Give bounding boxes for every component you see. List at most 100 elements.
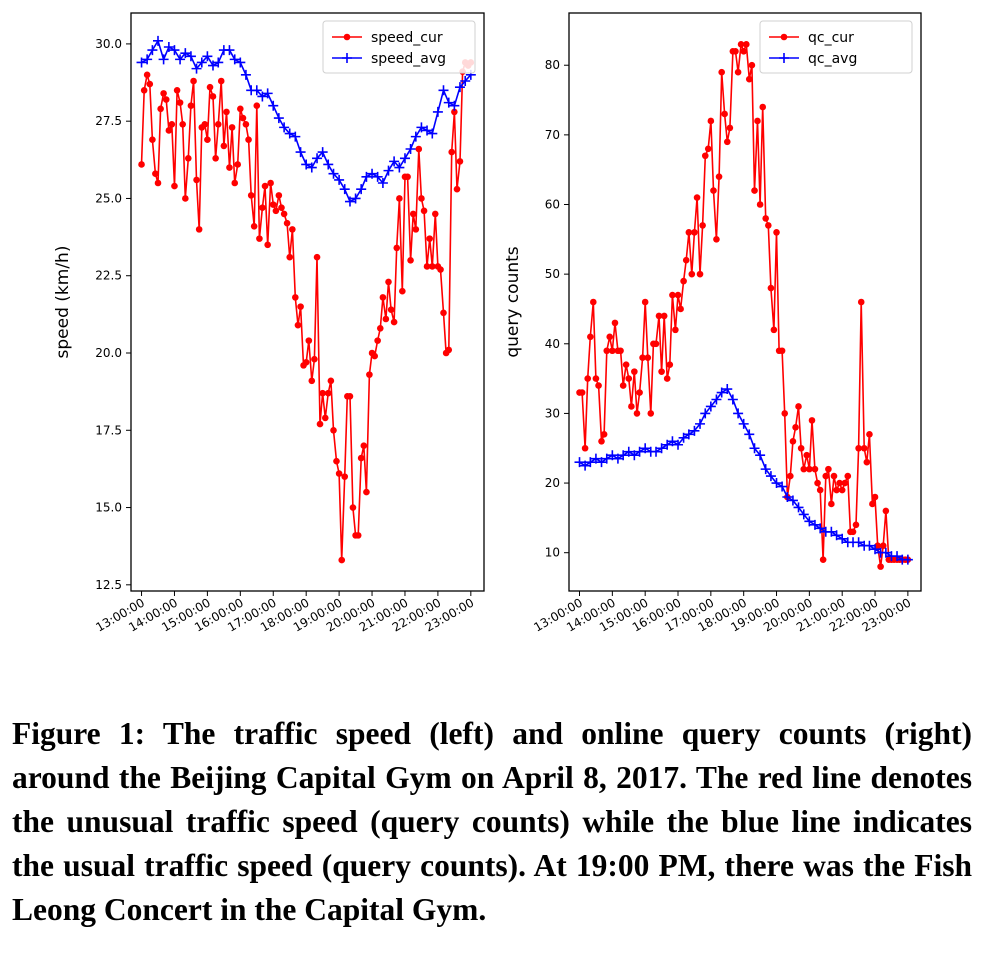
data-point xyxy=(596,457,607,468)
data-point xyxy=(409,210,417,218)
data-point xyxy=(259,204,266,212)
data-point xyxy=(716,387,727,398)
data-point xyxy=(733,408,744,419)
y-tick-label: 80 xyxy=(545,58,560,72)
data-point xyxy=(350,193,361,204)
data-point xyxy=(382,315,390,323)
data-point xyxy=(422,125,433,136)
data-point xyxy=(756,201,764,208)
data-point xyxy=(734,68,742,76)
y-tick-label: 17.5 xyxy=(95,423,122,437)
data-point xyxy=(440,309,447,317)
legend-box xyxy=(759,20,913,74)
data-point xyxy=(828,500,835,508)
data-point xyxy=(727,394,738,405)
data-point xyxy=(289,226,296,233)
data-point xyxy=(644,354,652,362)
data-point xyxy=(581,444,589,452)
data-point xyxy=(204,136,211,144)
data-point xyxy=(410,131,421,142)
data-point xyxy=(256,235,263,242)
data-point xyxy=(870,544,881,555)
data-point xyxy=(284,128,295,139)
data-point xyxy=(171,182,178,190)
plot-frame xyxy=(130,12,485,592)
data-point xyxy=(767,284,775,292)
y-tick-label: 27.5 xyxy=(95,114,122,128)
data-point xyxy=(387,306,395,314)
y-tick-label: 50 xyxy=(545,267,560,281)
data-point xyxy=(798,509,809,520)
data-point xyxy=(231,179,239,187)
data-point xyxy=(777,481,788,492)
data-point xyxy=(283,219,291,227)
y-tick-label: 22.5 xyxy=(95,269,122,283)
data-point xyxy=(713,236,720,243)
data-point xyxy=(367,168,378,179)
data-point xyxy=(339,184,350,195)
data-point xyxy=(619,382,627,389)
legend-box xyxy=(322,20,476,74)
data-point xyxy=(782,491,793,502)
data-point xyxy=(699,222,706,229)
data-point xyxy=(330,426,337,434)
y-tick-label: 15.0 xyxy=(95,501,122,515)
series-line-qc_cur xyxy=(579,44,908,567)
data-point xyxy=(647,410,655,417)
data-point xyxy=(316,420,324,428)
data-point xyxy=(700,408,711,419)
data-point xyxy=(327,377,335,385)
data-point xyxy=(405,144,416,154)
data-point xyxy=(427,128,438,139)
data-point xyxy=(390,318,398,326)
data-point xyxy=(176,99,184,106)
data-point xyxy=(809,519,820,530)
data-point xyxy=(226,164,233,171)
data-point xyxy=(313,253,321,261)
data-point xyxy=(587,333,594,341)
data-point xyxy=(674,291,682,299)
y-tick-label: 20.0 xyxy=(95,346,122,360)
data-point xyxy=(312,153,323,164)
data-point xyxy=(363,488,370,496)
data-point xyxy=(866,431,873,438)
data-point xyxy=(449,100,460,111)
y-tick-label: 60 xyxy=(545,198,560,212)
data-point xyxy=(338,556,346,564)
data-point xyxy=(601,453,612,464)
data-point xyxy=(153,35,164,46)
data-point xyxy=(344,196,355,207)
data-point xyxy=(693,194,701,201)
data-point xyxy=(217,77,225,85)
data-point xyxy=(224,45,235,56)
data-point xyxy=(667,436,678,447)
data-point xyxy=(443,97,454,108)
data-point xyxy=(882,507,890,515)
data-point xyxy=(385,278,392,286)
data-point xyxy=(301,159,312,170)
data-point xyxy=(140,86,148,94)
data-point xyxy=(228,124,236,131)
data-point xyxy=(704,145,712,153)
data-point xyxy=(169,45,180,56)
data-point xyxy=(770,326,778,334)
data-point xyxy=(804,516,815,527)
series-qc_avg xyxy=(574,384,913,565)
y-tick-label: 30.0 xyxy=(95,37,122,51)
data-point xyxy=(184,154,192,162)
y-tick-label: 25.0 xyxy=(95,191,122,205)
data-point xyxy=(740,48,747,55)
data-point xyxy=(744,429,755,440)
data-point xyxy=(598,437,605,445)
data-point xyxy=(431,210,439,218)
data-point xyxy=(389,156,400,167)
data-point xyxy=(245,136,252,144)
data-point xyxy=(765,222,772,229)
data-point xyxy=(261,182,269,190)
data-point xyxy=(334,174,345,185)
data-point xyxy=(787,472,794,480)
data-point xyxy=(902,554,913,565)
y-axis-label: speed (km/h) xyxy=(53,246,73,359)
data-point xyxy=(180,48,191,59)
data-point xyxy=(262,88,273,99)
